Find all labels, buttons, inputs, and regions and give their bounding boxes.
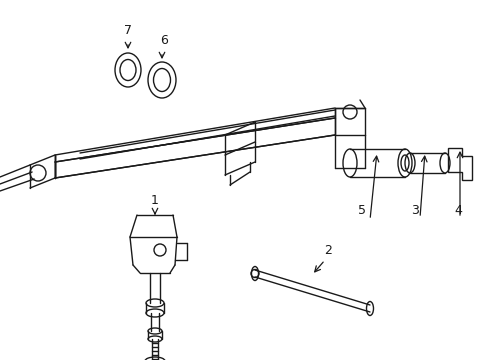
- Text: 7: 7: [124, 23, 132, 36]
- Text: 1: 1: [151, 194, 159, 207]
- Text: 2: 2: [324, 243, 331, 257]
- Text: 6: 6: [160, 33, 167, 46]
- Text: 3: 3: [410, 203, 418, 216]
- Text: 4: 4: [453, 203, 461, 216]
- Text: 5: 5: [357, 203, 365, 216]
